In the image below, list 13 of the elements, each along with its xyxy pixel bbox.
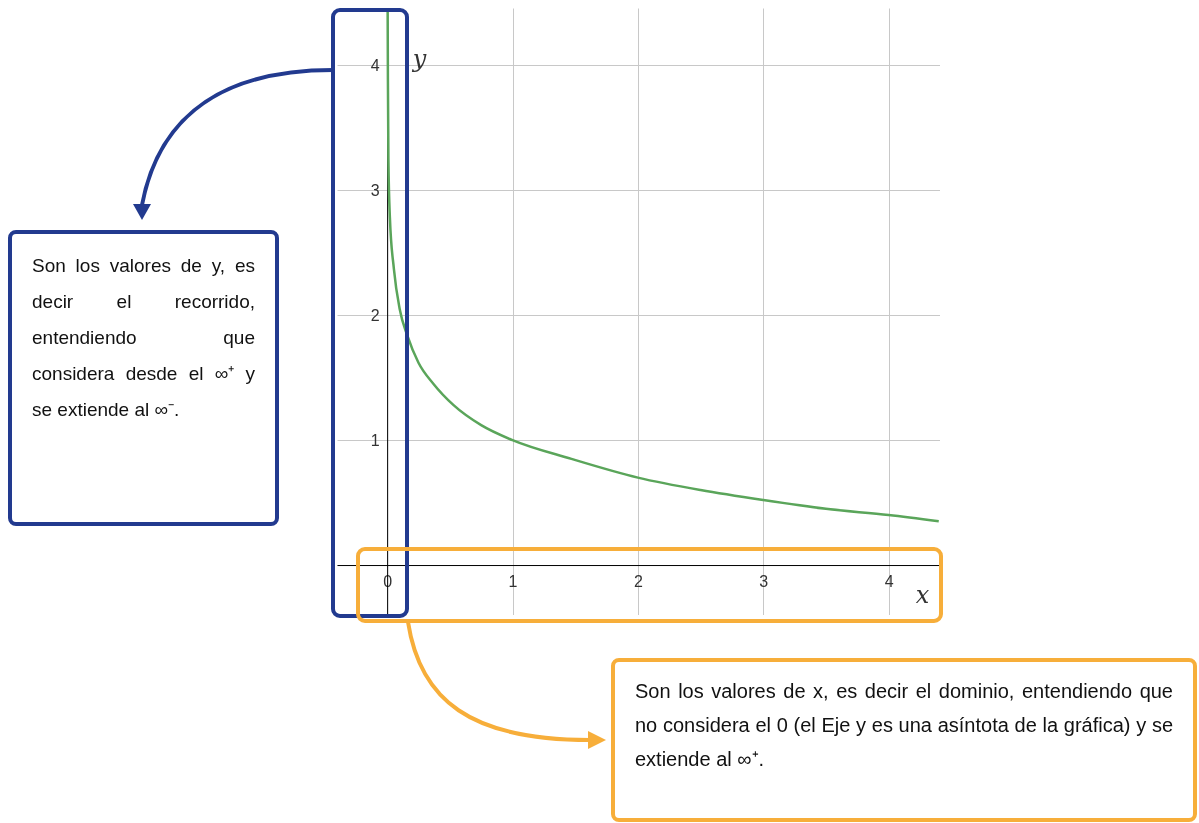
y-tick-label: 3 xyxy=(370,181,380,199)
y-tick-label: 2 xyxy=(370,306,380,324)
line-series xyxy=(386,9,940,523)
x-tick-label: 1 xyxy=(508,572,518,590)
x-tick-label: 2 xyxy=(633,572,643,590)
text: Son los valores de y, es decir el recorrido, entendiendo que considera desde el ∞⁺ y se extiende al ∞⁻. xyxy=(8,230,279,526)
y-tick-label: 4 xyxy=(370,56,380,74)
text: Son los valores de x, es decir el dominio, entendiendo que no considera el 0 (el Eje y es una asíntota de la gráfica) y se extiende al ∞⁺. xyxy=(611,658,1197,822)
x-tick-label: 4 xyxy=(884,572,894,590)
x-tick-label: 3 xyxy=(759,572,769,590)
x-axis-title: x xyxy=(915,580,930,609)
y-axis-title: y xyxy=(411,44,427,73)
y-tick-label: 1 xyxy=(370,431,380,449)
